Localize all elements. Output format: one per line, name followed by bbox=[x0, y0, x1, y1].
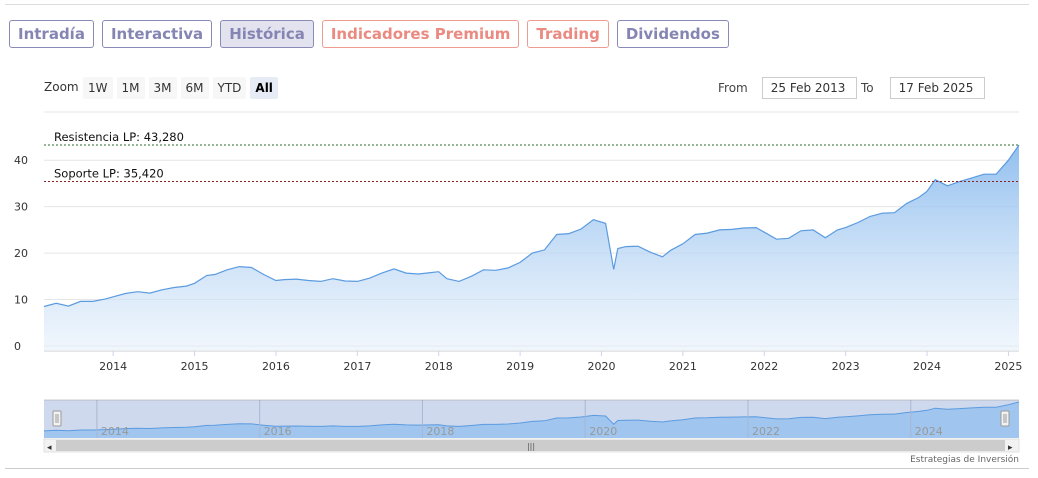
plot-line-label: Resistencia LP: 43,280 bbox=[54, 130, 184, 144]
price-area bbox=[44, 145, 1019, 351]
to-label: To bbox=[861, 81, 874, 95]
scrollbar-thumb[interactable] bbox=[56, 440, 1005, 451]
x-tick-label: 2023 bbox=[832, 360, 860, 373]
y-axis: 0 10 20 30 40 bbox=[14, 154, 28, 353]
x-tick-label: 2022 bbox=[750, 360, 778, 373]
zoom-label: Zoom bbox=[44, 80, 79, 94]
zoom-6m-button[interactable]: 6M bbox=[180, 77, 209, 99]
x-tick-label: 2017 bbox=[343, 360, 371, 373]
date-range-from: From bbox=[718, 77, 857, 99]
zoom-all-button[interactable]: All bbox=[250, 77, 278, 99]
tab-trading[interactable]: Trading bbox=[527, 20, 609, 48]
top-divider bbox=[5, 4, 1029, 5]
zoom-3m-button[interactable]: 3M bbox=[148, 77, 177, 99]
navigator-tick-label: 2022 bbox=[752, 425, 780, 438]
x-tick-label: 2025 bbox=[994, 360, 1022, 373]
tab-historica[interactable]: Histórica bbox=[220, 20, 314, 48]
scroll-right-arrow-icon[interactable]: ▸ bbox=[1008, 443, 1013, 453]
x-tick-label: 2021 bbox=[669, 360, 697, 373]
bottom-divider bbox=[5, 468, 1029, 469]
x-tick-label: 2020 bbox=[587, 360, 615, 373]
x-tick-label: 2015 bbox=[181, 360, 209, 373]
to-date-input[interactable] bbox=[889, 77, 985, 99]
tab-dividendos[interactable]: Dividendos bbox=[616, 20, 729, 48]
tab-interactiva[interactable]: Interactiva bbox=[101, 20, 213, 48]
navigator[interactable]: 2014 2016 2018 2020 2022 2024 ◂ ▸ ||| bbox=[43, 399, 1020, 453]
x-tick-label: 2018 bbox=[425, 360, 453, 373]
navigator-handle-right[interactable] bbox=[1000, 410, 1010, 427]
date-range-to: To bbox=[861, 77, 985, 99]
navigator-line bbox=[43, 401, 1020, 432]
zoom-1m-button[interactable]: 1M bbox=[116, 77, 145, 99]
navigator-tick-label: 2020 bbox=[589, 425, 617, 438]
tab-bar: Intradía Interactiva Histórica Indicador… bbox=[9, 20, 729, 48]
plot-line-label: Soporte LP: 35,420 bbox=[54, 167, 164, 181]
y-tick-label: 40 bbox=[14, 154, 28, 167]
y-tick-label: 30 bbox=[14, 201, 28, 214]
y-tick-label: 10 bbox=[14, 294, 28, 307]
from-label: From bbox=[718, 81, 748, 95]
x-tick-label: 2024 bbox=[913, 360, 941, 373]
navigator-tick-label: 2016 bbox=[264, 425, 292, 438]
scroll-left-arrow-icon[interactable]: ◂ bbox=[47, 443, 52, 453]
zoom-1w-button[interactable]: 1W bbox=[83, 77, 113, 99]
navigator-tick-label: 2014 bbox=[101, 425, 129, 438]
plot-lines: Resistencia LP: 43,280 Soporte LP: 35,420 bbox=[44, 130, 1019, 183]
brand-credit: Estrategias de Inversión bbox=[910, 455, 1019, 465]
x-tick-label: 2014 bbox=[99, 360, 127, 373]
x-tick-label: 2016 bbox=[262, 360, 290, 373]
grip-icon: ||| bbox=[527, 442, 535, 451]
zoom-ytd-button[interactable]: YTD bbox=[212, 77, 247, 99]
from-date-input[interactable] bbox=[761, 77, 857, 99]
navigator-handle-left[interactable] bbox=[52, 410, 62, 427]
navigator-area bbox=[44, 402, 1019, 438]
navigator-tick-label: 2018 bbox=[426, 425, 454, 438]
price-line bbox=[43, 144, 1020, 308]
tab-intradia[interactable]: Intradía bbox=[9, 20, 94, 48]
x-tick-label: 2019 bbox=[506, 360, 534, 373]
tab-indicadores-premium[interactable]: Indicadores Premium bbox=[321, 20, 520, 48]
navigator-tick-label: 2024 bbox=[915, 425, 943, 438]
x-axis: 2014 2015 2016 2017 2018 2019 2020 2021 2022 2023… bbox=[99, 351, 1022, 373]
y-tick-label: 20 bbox=[14, 247, 28, 260]
zoom-button-group: 1W 1M 3M 6M YTD All bbox=[83, 77, 278, 99]
y-tick-label: 0 bbox=[14, 340, 21, 353]
